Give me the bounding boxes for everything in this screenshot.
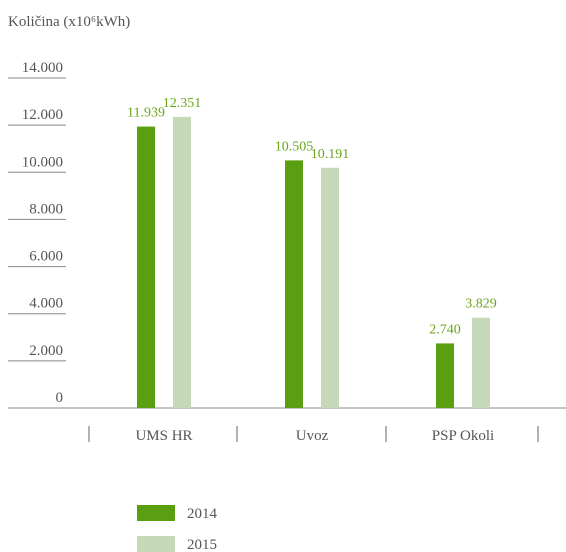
bar: [436, 343, 454, 408]
legend-swatch: [137, 536, 175, 552]
y-tick-label: 8.000: [29, 201, 63, 217]
y-tick-label: 14.000: [22, 60, 63, 76]
axis-title: Količina (x10⁶kWh): [8, 14, 130, 30]
y-tick-label: 2.000: [29, 343, 63, 359]
legend-swatch: [137, 505, 175, 521]
value-label: 12.351: [163, 96, 202, 111]
bar: [137, 126, 155, 408]
x-tick-label: PSP Okoli: [432, 428, 494, 444]
bar: [321, 167, 339, 408]
y-tick-label: 10.000: [22, 154, 63, 170]
bar: [472, 317, 490, 408]
y-tick-label: 0: [56, 390, 64, 406]
bar: [173, 116, 191, 408]
x-tick-label: Uvoz: [296, 428, 329, 444]
legend-label: 2015: [187, 537, 217, 552]
separators: [88, 426, 539, 442]
y-tick-label: 6.000: [29, 249, 63, 265]
value-label: 3.829: [465, 297, 497, 312]
value-label: 11.939: [127, 106, 165, 121]
x-tick-label: UMS HR: [135, 428, 192, 444]
bar: [285, 160, 303, 408]
value-label: 10.191: [311, 147, 350, 162]
value-label: 10.505: [275, 139, 314, 154]
y-tick-label: 4.000: [29, 296, 63, 312]
y-tick-label: 12.000: [22, 107, 63, 123]
value-label: 2.740: [429, 322, 461, 337]
legend-label: 2014: [187, 506, 218, 522]
